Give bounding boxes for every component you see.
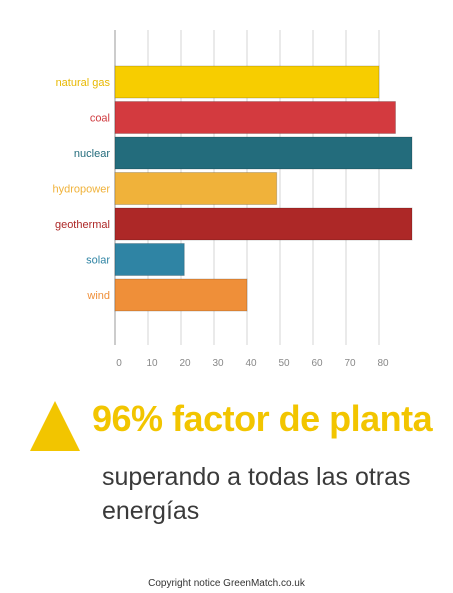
category-label: geothermal (55, 219, 110, 231)
x-tick-label: 60 (311, 358, 323, 369)
bar (114, 101, 396, 134)
x-tick-label: 10 (146, 358, 158, 369)
category-label: solar (86, 255, 110, 267)
category-label: hydropower (53, 184, 111, 196)
callout: 96% factor de planta superando a todas l… (30, 398, 450, 538)
x-tick-label: 40 (245, 358, 257, 369)
category-label: nuclear (74, 148, 110, 160)
bar (114, 172, 278, 205)
x-tick-label: 20 (179, 358, 191, 369)
category-label: natural gas (56, 77, 111, 89)
x-tick-label: 70 (344, 358, 356, 369)
x-tick-label: 50 (278, 358, 290, 369)
bar (114, 136, 413, 170)
copyright-notice: Copyright notice GreenMatch.co.uk (148, 578, 305, 589)
bar-chart: natural gas coal nuclear hydropower geotherm… (53, 30, 413, 369)
bar (114, 65, 380, 99)
bar (114, 207, 413, 241)
category-label: wind (86, 290, 110, 302)
bar (114, 243, 185, 276)
x-tick-label: 30 (212, 358, 224, 369)
callout-headline: 96% factor de planta (92, 398, 433, 439)
category-label: coal (90, 113, 110, 125)
x-tick-label: 80 (377, 358, 389, 369)
bar (114, 278, 248, 312)
warning-triangle-icon (30, 401, 80, 451)
callout-subline: superando a todas las otras energías (102, 463, 411, 525)
x-tick-label: 0 (116, 358, 122, 369)
